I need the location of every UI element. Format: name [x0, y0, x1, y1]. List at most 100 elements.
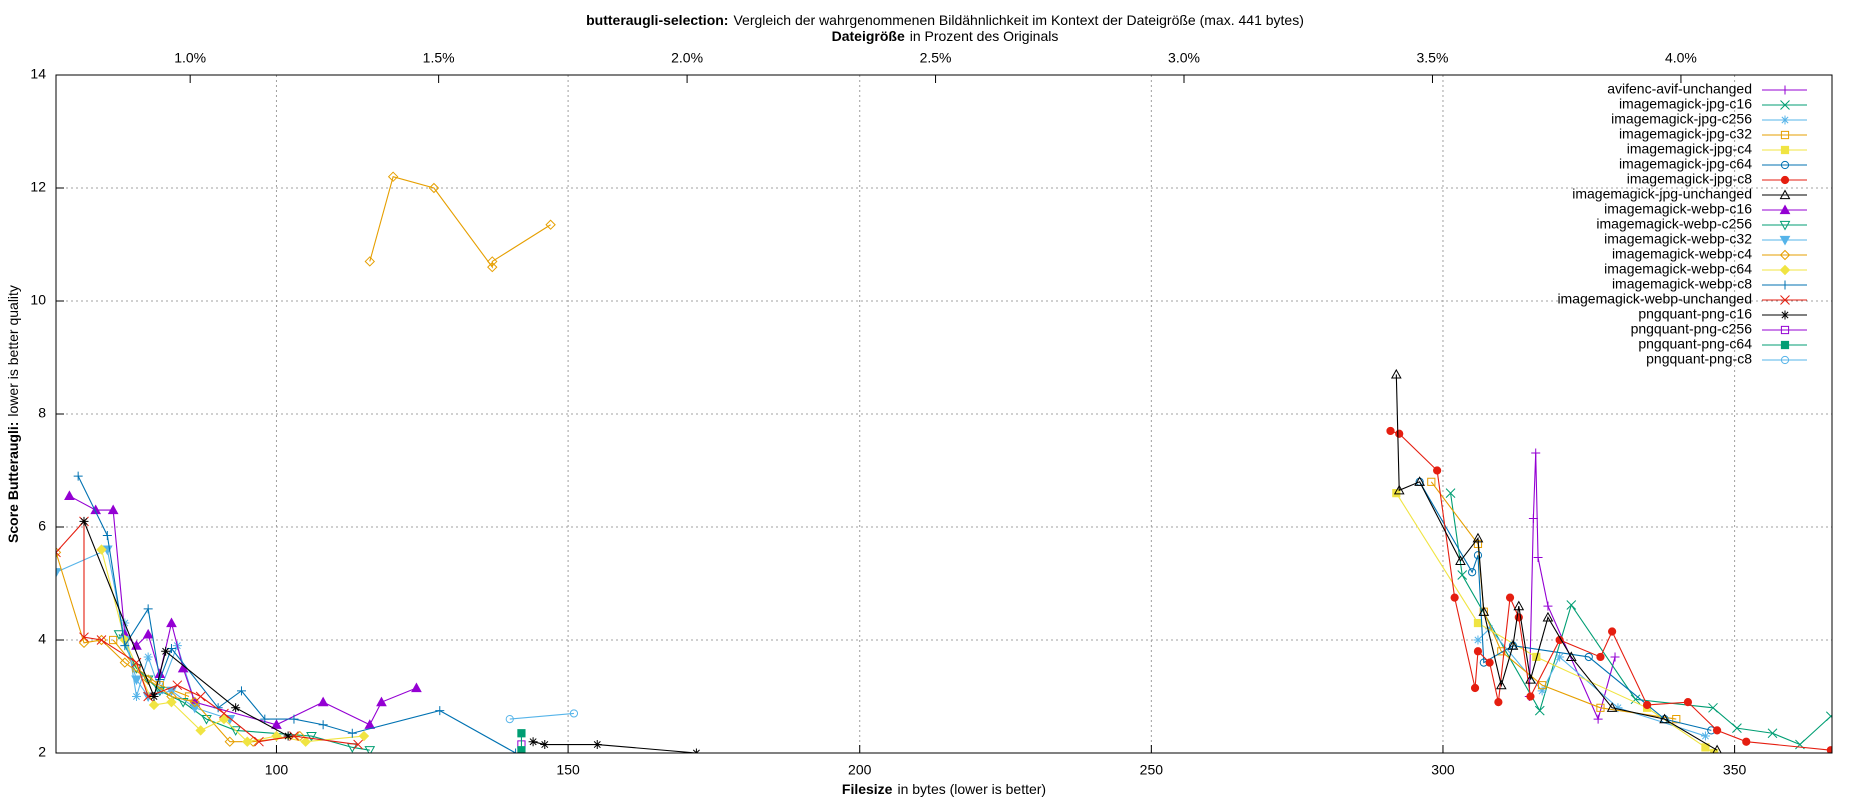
marker [1395, 429, 1404, 438]
legend-label: imagemagick-webp-c32 [1604, 231, 1752, 247]
marker [231, 703, 241, 713]
marker [90, 504, 102, 515]
marker [1712, 744, 1722, 753]
marker [1473, 551, 1483, 560]
y-tick-label: 14 [30, 66, 46, 82]
marker [143, 604, 153, 614]
marker [1566, 600, 1577, 610]
marker [511, 748, 521, 753]
marker [376, 696, 387, 707]
marker [166, 617, 177, 628]
series-line [1419, 481, 1712, 731]
marker [1606, 702, 1618, 712]
marker [364, 719, 376, 729]
legend-label: imagemagick-jpg-c32 [1619, 126, 1752, 142]
marker [1473, 618, 1483, 628]
y-tick-label: 4 [38, 631, 46, 647]
marker [1779, 235, 1791, 246]
marker [143, 652, 153, 662]
x-tick-label: 100 [265, 762, 289, 778]
marker [218, 713, 230, 725]
marker [428, 182, 440, 194]
marker [56, 568, 62, 578]
x-label-bold: Filesize [842, 781, 893, 797]
marker [1779, 189, 1791, 200]
series-line [1390, 430, 1831, 751]
y-label-text: lower is better quality [5, 285, 21, 417]
marker [1780, 355, 1790, 365]
x2-tick-label: 1.0% [174, 50, 206, 66]
marker [1542, 611, 1554, 622]
marker [1414, 476, 1425, 486]
marker [149, 692, 159, 701]
series-line [56, 519, 359, 746]
legend-label: imagemagick-jpg-c64 [1619, 156, 1752, 172]
x2-tick-label: 3.0% [1168, 50, 1200, 66]
marker [148, 699, 160, 711]
marker [1433, 466, 1442, 475]
marker [1494, 698, 1503, 707]
legend-label: imagemagick-jpg-c4 [1627, 141, 1752, 157]
x-label-text: in bytes (lower is better) [897, 781, 1046, 797]
x2-label-bold: Dateigröße [832, 28, 905, 44]
marker [1779, 249, 1791, 261]
marker [195, 691, 206, 702]
marker [96, 635, 107, 645]
x-tick-label: 350 [1723, 762, 1747, 778]
marker [1534, 705, 1545, 716]
legend-label: imagemagick-jpg-unchanged [1572, 186, 1752, 202]
marker [64, 490, 75, 501]
marker [317, 696, 329, 707]
legend-label: imagemagick-webp-c4 [1612, 246, 1752, 262]
marker [1683, 698, 1693, 707]
marker [569, 709, 579, 718]
marker [487, 261, 498, 273]
marker [79, 516, 89, 526]
marker [1415, 477, 1424, 486]
legend-label: imagemagick-webp-c8 [1612, 276, 1752, 292]
x2-tick-label: 3.5% [1417, 50, 1449, 66]
marker [1390, 368, 1402, 379]
marker [177, 698, 189, 708]
marker [1767, 728, 1778, 739]
marker [387, 171, 399, 182]
marker [1584, 652, 1593, 662]
legend-label: imagemagick-webp-unchanged [1557, 291, 1752, 307]
marker [1565, 651, 1577, 662]
marker [1780, 85, 1790, 95]
series-line [56, 176, 551, 743]
series-line [1528, 452, 1616, 721]
x2-tick-label: 1.5% [423, 50, 455, 66]
legend-label: imagemagick-webp-c64 [1604, 261, 1752, 277]
marker [96, 634, 107, 646]
marker [1497, 647, 1506, 656]
marker [1537, 686, 1547, 696]
marker [1473, 539, 1483, 549]
series-line [77, 475, 516, 753]
marker [1485, 658, 1494, 667]
marker [1473, 647, 1483, 656]
x-tick-label: 200 [848, 762, 872, 778]
marker [1543, 601, 1553, 611]
y-tick-label: 6 [38, 518, 46, 534]
legend-label: imagemagick-jpg-c8 [1627, 171, 1752, 187]
marker [224, 736, 236, 747]
marker [142, 675, 154, 686]
marker [1472, 532, 1484, 543]
y-tick-label: 12 [30, 179, 46, 195]
marker [213, 703, 223, 713]
marker [283, 731, 293, 741]
marker [1780, 325, 1790, 335]
y-axis-label: Score Butteraugli: lower is better qualit… [5, 285, 21, 543]
marker [1473, 635, 1483, 645]
marker [131, 692, 141, 701]
title-bold: butteraugli-selection: [586, 12, 728, 28]
marker [1427, 477, 1436, 486]
marker [1531, 448, 1541, 458]
chart-title: butteraugli-selection: Vergleich der wahr… [586, 12, 1304, 28]
marker [358, 730, 370, 742]
marker [189, 696, 201, 708]
title-text: Vergleich der wahrgenommenen Bildähnlich… [733, 12, 1303, 28]
marker [300, 736, 311, 747]
